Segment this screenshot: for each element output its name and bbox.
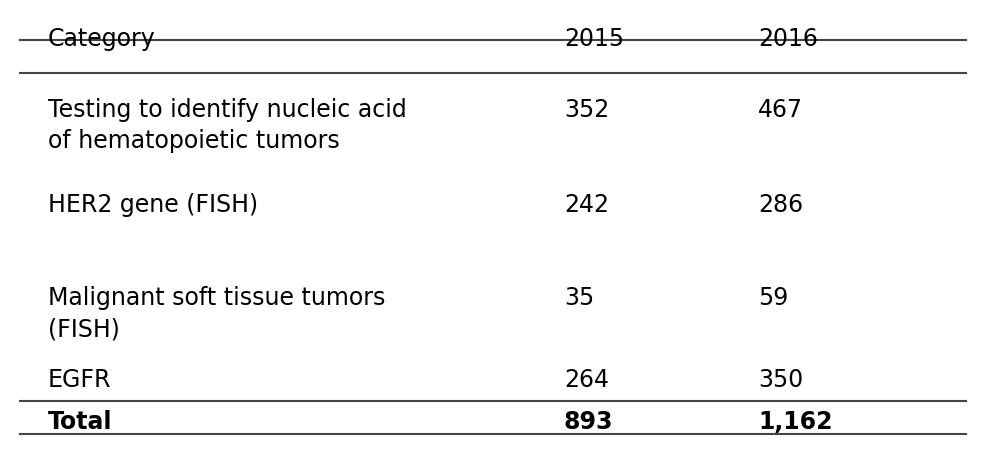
Text: 1,162: 1,162 [758, 410, 832, 434]
Text: 352: 352 [564, 98, 609, 122]
Text: EGFR: EGFR [48, 368, 111, 392]
Text: Malignant soft tissue tumors
(FISH): Malignant soft tissue tumors (FISH) [48, 286, 386, 342]
Text: 350: 350 [758, 368, 804, 392]
Text: 59: 59 [758, 286, 788, 310]
Text: 264: 264 [564, 368, 609, 392]
Text: 2015: 2015 [564, 27, 624, 51]
Text: HER2 gene (FISH): HER2 gene (FISH) [48, 193, 258, 217]
Text: 893: 893 [564, 410, 613, 434]
Text: Testing to identify nucleic acid
of hematopoietic tumors: Testing to identify nucleic acid of hema… [48, 98, 407, 154]
Text: 35: 35 [564, 286, 595, 310]
Text: Total: Total [48, 410, 112, 434]
Text: Category: Category [48, 27, 156, 51]
Text: 242: 242 [564, 193, 609, 217]
Text: 286: 286 [758, 193, 804, 217]
Text: 2016: 2016 [758, 27, 818, 51]
Text: 467: 467 [758, 98, 803, 122]
